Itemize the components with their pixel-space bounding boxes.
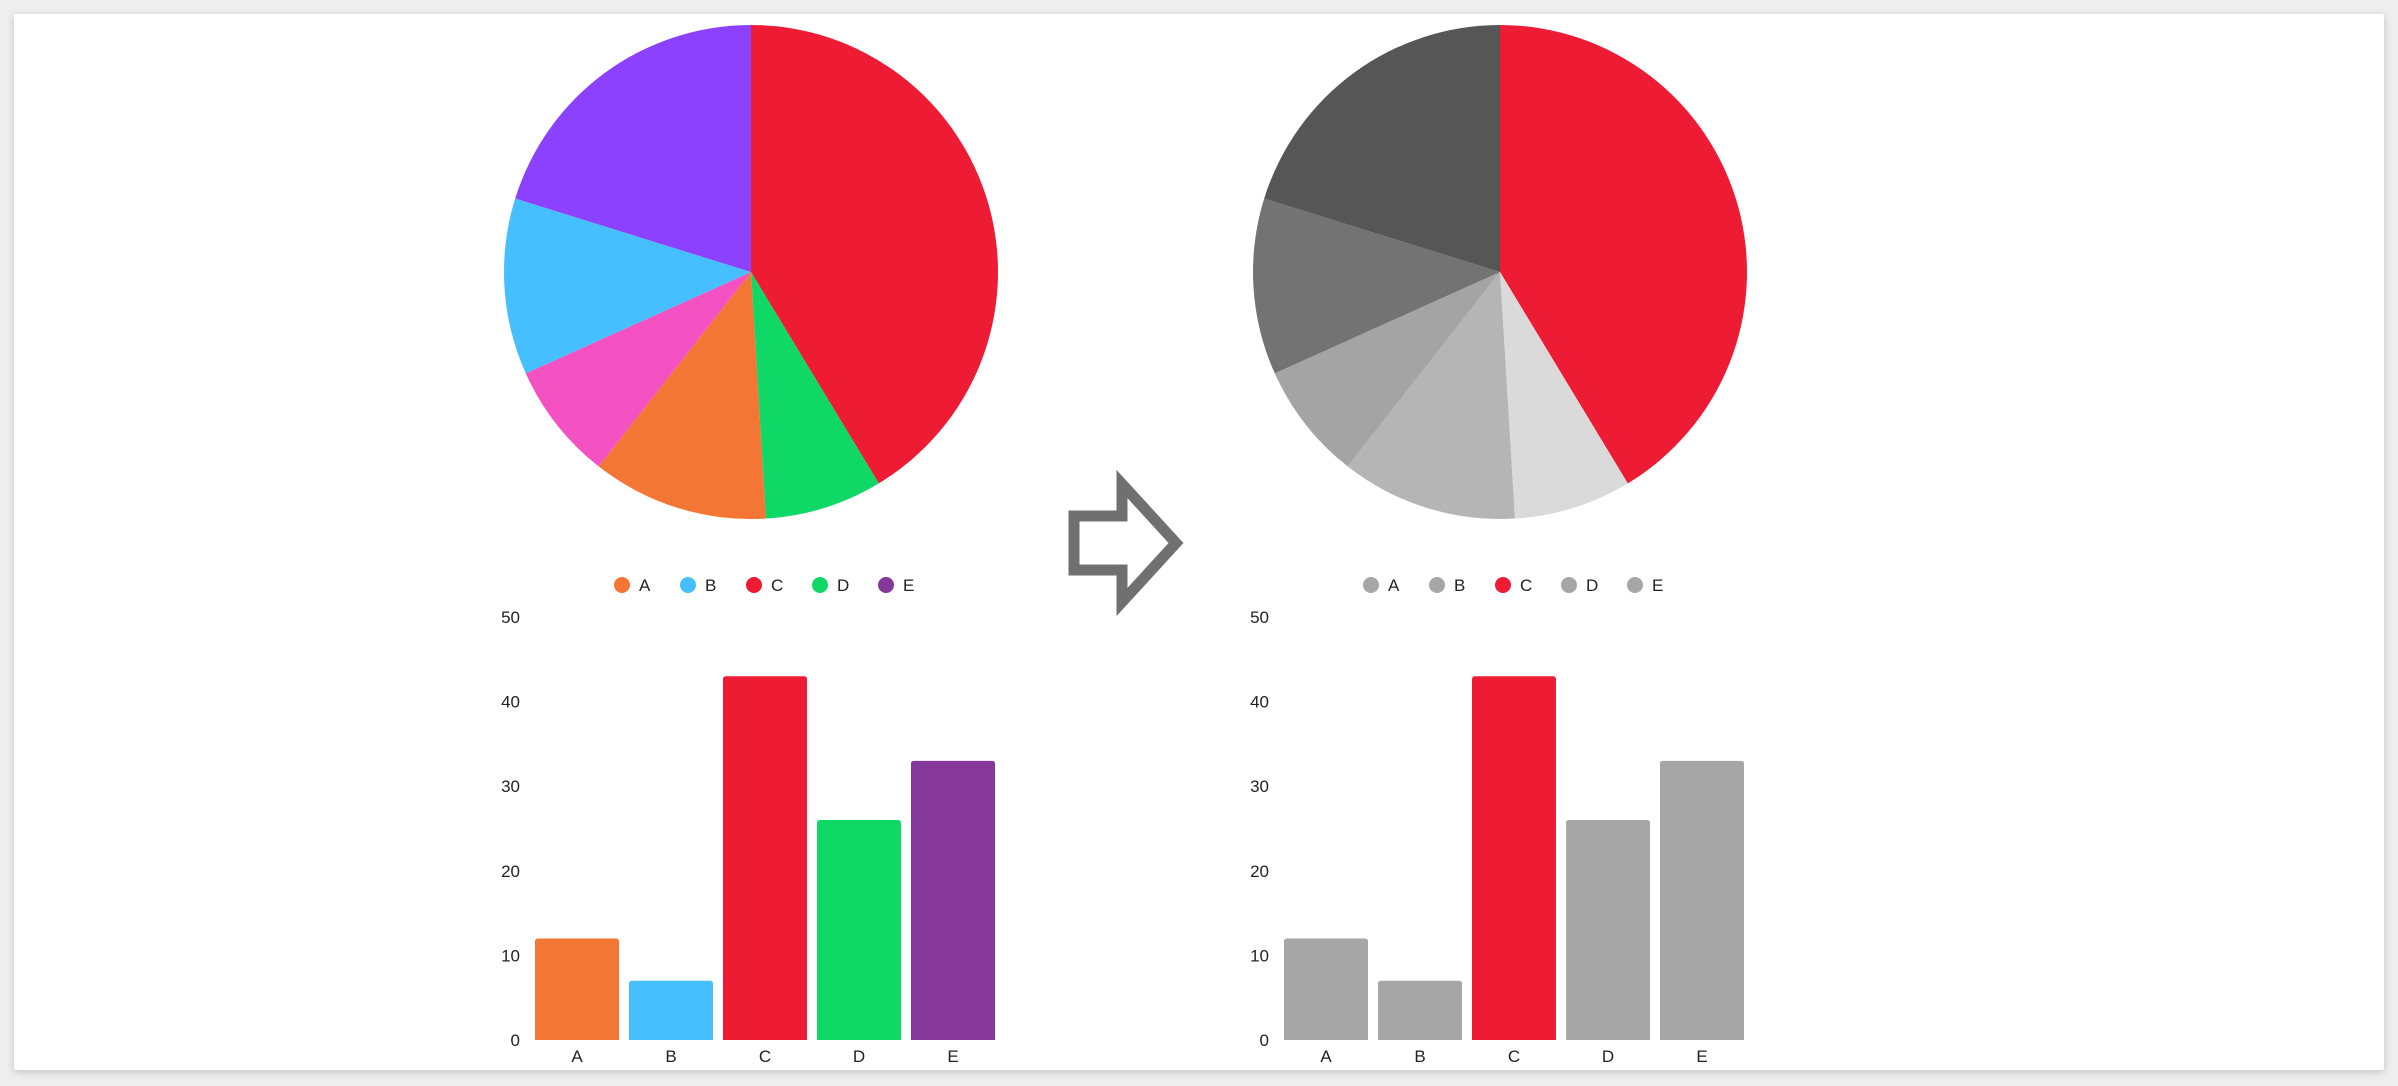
x-tick-label-A: A: [1320, 1047, 1332, 1066]
bar-B: [629, 980, 713, 1040]
pie-slice-C-0: [751, 25, 998, 484]
right-arrow-icon: [1068, 469, 1184, 617]
legend-label-C: C: [771, 576, 783, 595]
chart-card: [14, 14, 2384, 1070]
y-tick-label-10: 10: [501, 946, 520, 965]
pie-slice-A-2: [598, 272, 766, 520]
pie-slice-E-5: [1264, 25, 1500, 272]
x-tick-label-E: E: [1696, 1047, 1707, 1066]
legend-marker-D: [1561, 577, 1577, 593]
legend-label-B: B: [1454, 576, 1465, 595]
left-pie-legend: A B C D E: [614, 576, 914, 595]
bar-D: [817, 820, 901, 1040]
right-bar-chart: 0 10 20 30 40 50 A B C D E: [1250, 608, 1744, 1066]
y-tick-label-50: 50: [1250, 608, 1269, 627]
y-tick-label-50: 50: [501, 608, 520, 627]
y-tick-label-0: 0: [1260, 1031, 1269, 1050]
legend-label-D: D: [837, 576, 849, 595]
right-pie-chart: [1253, 25, 1748, 519]
x-tick-label-D: D: [1602, 1047, 1614, 1066]
legend-marker-E: [878, 577, 894, 593]
bar-C: [1472, 676, 1556, 1040]
legend-label-D: D: [1586, 576, 1598, 595]
legend-marker-A: [614, 577, 630, 593]
x-tick-label-C: C: [759, 1047, 771, 1066]
x-tick-label-B: B: [665, 1047, 676, 1066]
legend-label-E: E: [1652, 576, 1663, 595]
bar-C: [723, 676, 807, 1040]
legend-label-E: E: [903, 576, 914, 595]
legend-marker-E: [1627, 577, 1643, 593]
legend-label-B: B: [705, 576, 716, 595]
pie-slice-D-1: [1500, 272, 1628, 519]
y-tick-label-30: 30: [501, 777, 520, 796]
arrow-outline: [1068, 469, 1184, 617]
legend-marker-B: [1429, 577, 1445, 593]
bar-B: [1378, 980, 1462, 1040]
y-tick-label-40: 40: [1250, 693, 1269, 712]
legend-marker-D: [812, 577, 828, 593]
x-tick-label-D: D: [853, 1047, 865, 1066]
y-tick-label-20: 20: [1250, 862, 1269, 881]
bar-D: [1566, 820, 1650, 1040]
pie-slice-B-4: [1253, 198, 1500, 374]
bar-A: [535, 938, 619, 1040]
bar-E: [1660, 760, 1744, 1040]
y-tick-label-0: 0: [511, 1031, 520, 1050]
x-tick-label-C: C: [1508, 1047, 1520, 1066]
pie-slice-unlabeled-3: [1274, 272, 1500, 467]
legend-label-C: C: [1520, 576, 1532, 595]
y-tick-label-10: 10: [1250, 946, 1269, 965]
legend-label-A: A: [1388, 576, 1400, 595]
legend-marker-A: [1363, 577, 1379, 593]
pie-slice-unlabeled-3: [525, 272, 751, 467]
bar-E: [911, 760, 995, 1040]
legend-marker-C: [1495, 577, 1511, 593]
x-tick-label-B: B: [1414, 1047, 1425, 1066]
right-pie-legend: A B C D E: [1363, 576, 1663, 595]
legend-marker-C: [746, 577, 762, 593]
legend-marker-B: [680, 577, 696, 593]
y-tick-label-40: 40: [501, 693, 520, 712]
x-tick-label-E: E: [947, 1047, 958, 1066]
legend-label-A: A: [639, 576, 651, 595]
y-tick-label-20: 20: [501, 862, 520, 881]
pie-slice-E-5: [515, 25, 751, 272]
pie-slice-B-4: [504, 198, 751, 374]
left-pie-chart: [504, 25, 998, 520]
y-tick-label-30: 30: [1250, 777, 1269, 796]
pie-slice-A-2: [1347, 272, 1515, 519]
bar-A: [1284, 938, 1368, 1040]
pie-slice-D-1: [751, 272, 879, 519]
left-bar-chart: 0 10 20 30 40 50 A B C D E: [501, 608, 995, 1066]
pie-slice-C-0: [1500, 25, 1748, 484]
x-tick-label-A: A: [571, 1047, 583, 1066]
